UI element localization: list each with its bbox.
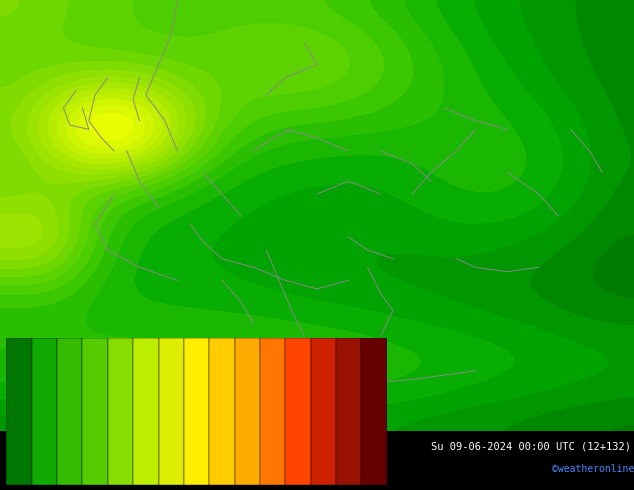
Bar (133, 338, 158, 485)
Bar (6, 338, 32, 485)
Text: ©weatheronline.co.uk: ©weatheronline.co.uk (552, 465, 634, 474)
Bar (209, 338, 235, 485)
Bar (158, 338, 184, 485)
Bar (285, 338, 311, 485)
Text: Height/Temp. 925 hPa mean+σ [gpdm] ECMWF: Height/Temp. 925 hPa mean+σ [gpdm] ECMWF (6, 442, 256, 452)
Bar (108, 338, 133, 485)
Bar (361, 338, 387, 485)
Bar (336, 338, 361, 485)
Bar (235, 338, 260, 485)
Bar (57, 338, 82, 485)
Bar (184, 338, 209, 485)
Bar (260, 338, 285, 485)
Text: Su 09-06-2024 00:00 UTC (12+132): Su 09-06-2024 00:00 UTC (12+132) (431, 442, 631, 452)
Bar (311, 338, 336, 485)
Bar (82, 338, 108, 485)
Bar (32, 338, 57, 485)
